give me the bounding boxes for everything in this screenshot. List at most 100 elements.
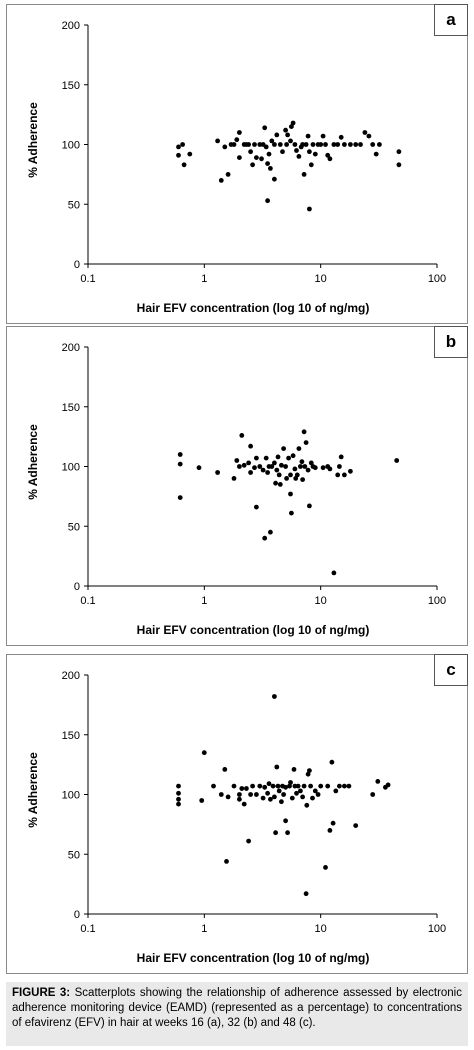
data-point <box>323 142 328 147</box>
data-point <box>196 465 202 471</box>
data-point <box>272 176 277 182</box>
data-point <box>308 162 314 168</box>
data-point <box>262 784 268 790</box>
data-point <box>225 794 231 800</box>
data-point <box>218 178 224 183</box>
data-point <box>270 783 276 789</box>
data-point <box>239 433 245 438</box>
data-point <box>307 768 312 773</box>
data-point <box>259 156 264 162</box>
data-point <box>370 792 376 797</box>
data-point <box>337 464 342 469</box>
data-point <box>331 570 337 576</box>
data-point <box>176 783 181 789</box>
data-point <box>288 780 293 785</box>
data-point <box>254 155 259 161</box>
data-point <box>294 790 299 796</box>
data-point <box>325 783 331 789</box>
data-point <box>338 134 344 140</box>
data-point <box>272 794 277 800</box>
x-tick-label: 1 <box>201 923 207 935</box>
data-point <box>342 783 347 789</box>
data-point <box>305 771 311 777</box>
data-point <box>346 783 352 789</box>
data-point <box>265 470 270 475</box>
data-point <box>263 144 269 150</box>
y-axis-label-a-text: % Adherence <box>26 102 40 178</box>
data-point <box>224 859 229 864</box>
data-point <box>301 429 307 435</box>
data-point <box>308 783 313 789</box>
data-point <box>312 788 318 794</box>
data-point <box>257 464 263 469</box>
y-tick-label: 150 <box>62 402 80 414</box>
data-point <box>237 130 242 135</box>
data-point <box>218 792 224 797</box>
data-point <box>265 790 270 796</box>
x-tick-label: 100 <box>428 273 446 285</box>
data-point <box>281 792 286 797</box>
x-tick-label: 100 <box>428 595 446 607</box>
data-point <box>177 461 183 467</box>
data-point <box>331 142 337 147</box>
data-point <box>276 788 282 794</box>
caption-text: Scatterplots showing the relationship of… <box>12 987 462 1029</box>
data-point <box>338 454 344 460</box>
data-point <box>201 750 207 756</box>
data-point <box>295 783 301 789</box>
data-point <box>269 138 275 144</box>
data-point <box>176 152 181 158</box>
data-point <box>176 790 181 796</box>
data-point <box>266 151 272 157</box>
data-point <box>298 788 303 794</box>
data-point <box>327 828 333 833</box>
data-point <box>353 142 359 147</box>
y-tick-label: 150 <box>62 80 80 92</box>
y-tick-label: 100 <box>62 462 80 474</box>
data-point <box>342 142 347 147</box>
data-point <box>307 206 312 212</box>
data-point <box>301 783 307 789</box>
data-point <box>279 799 284 805</box>
data-point <box>315 792 321 797</box>
data-point <box>299 459 305 465</box>
scatterplot-c-svg: 0 50 100 150 200 0.1 1 10 100 <box>62 670 447 935</box>
data-point <box>327 466 333 472</box>
data-point <box>286 455 291 461</box>
y-tick-label: 100 <box>62 140 80 152</box>
data-point <box>176 796 181 802</box>
data-point <box>274 132 280 138</box>
data-point <box>211 783 216 789</box>
x-tick-label: 10 <box>315 923 327 935</box>
panel-letter-b: b <box>434 326 468 358</box>
data-point <box>272 142 277 147</box>
data-point <box>273 480 278 486</box>
data-point <box>177 495 183 500</box>
y-axis-label-b-text: % Adherence <box>26 424 40 500</box>
data-point <box>277 142 283 147</box>
data-point <box>176 144 181 150</box>
data-point <box>246 142 252 147</box>
data-point <box>305 133 311 139</box>
x-tick-label: 10 <box>315 595 327 607</box>
data-point <box>358 142 363 147</box>
x-axis-label-c: Hair EFV concentration (log 10 of ng/mg) <box>136 951 370 965</box>
data-point <box>252 465 257 471</box>
data-point <box>241 801 247 807</box>
data-point <box>254 504 259 510</box>
data-point <box>292 142 298 147</box>
data-point <box>239 786 245 791</box>
data-point <box>284 142 289 147</box>
x-tick-label: 0.1 <box>80 595 95 607</box>
data-point <box>234 458 240 463</box>
data-point <box>280 149 285 155</box>
data-point <box>337 783 342 789</box>
x-tick-label: 0.1 <box>80 923 95 935</box>
data-point <box>290 120 296 126</box>
scatterplot-panel-a: 0 50 100 150 200 0.1 1 10 100 a % Adherence Hair… <box>6 4 468 324</box>
data-point <box>283 784 288 790</box>
figure-caption: FIGURE 3: Scatterplots showing the relat… <box>6 982 468 1046</box>
data-point <box>262 125 268 131</box>
data-point <box>362 130 368 135</box>
data-point <box>269 464 275 469</box>
